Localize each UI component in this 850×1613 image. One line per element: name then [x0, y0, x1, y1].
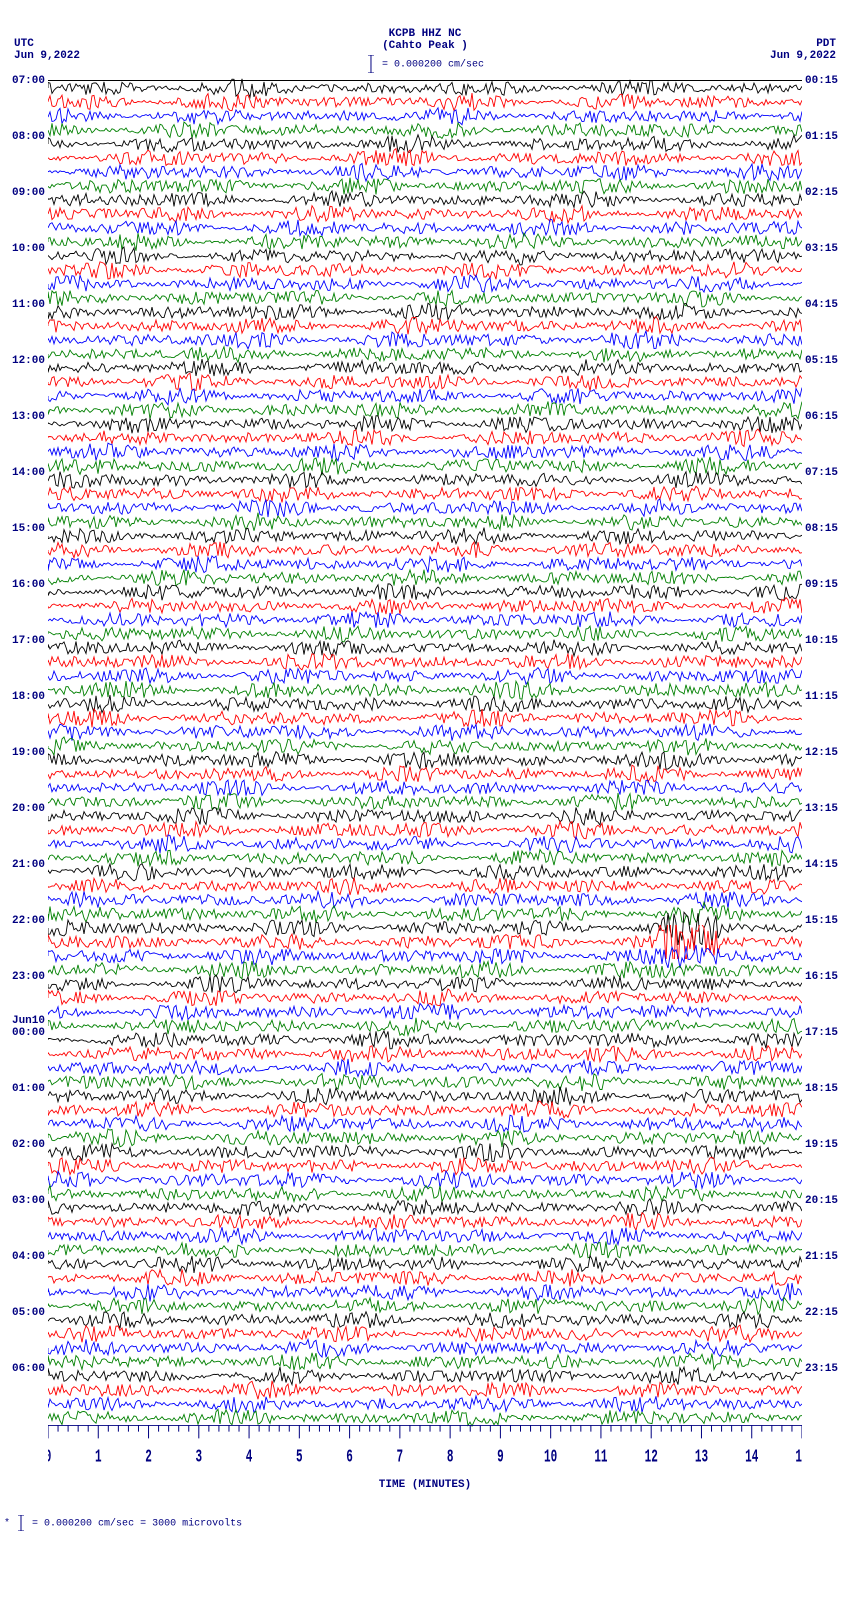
x-axis-ticks: 0123456789101112131415 — [48, 1425, 802, 1475]
x-tick-label: 13 — [695, 1446, 708, 1468]
utc-time-label: 07:00 — [12, 75, 48, 87]
utc-time-label: 06:00 — [12, 1363, 48, 1375]
tz-left-block: UTC Jun 9,2022 — [14, 38, 80, 62]
footer-scale-bar-icon — [16, 1515, 26, 1531]
pdt-time-label: 10:15 — [802, 635, 838, 647]
x-tick-label: 4 — [246, 1446, 253, 1468]
pdt-time-label: 18:15 — [802, 1083, 838, 1095]
x-tick-label: 8 — [447, 1446, 454, 1468]
utc-time-label: 03:00 — [12, 1195, 48, 1207]
utc-time-label: 02:00 — [12, 1139, 48, 1151]
trace-row — [48, 1411, 802, 1425]
pdt-time-label: 09:15 — [802, 579, 838, 591]
x-tick-label: 0 — [48, 1446, 51, 1468]
x-tick-label: 3 — [195, 1446, 202, 1468]
x-tick-label: 11 — [594, 1446, 607, 1468]
x-tick-label: 2 — [145, 1446, 152, 1468]
scale-text: = 0.000200 cm/sec — [382, 60, 484, 71]
utc-time-label: 12:00 — [12, 355, 48, 367]
pdt-time-label: 16:15 — [802, 971, 838, 983]
utc-time-label: 15:00 — [12, 523, 48, 535]
x-tick-label: 7 — [397, 1446, 404, 1468]
pdt-time-label: 21:15 — [802, 1251, 838, 1263]
footer-asterisk: * — [4, 1519, 10, 1530]
pdt-time-label: 02:15 — [802, 187, 838, 199]
utc-time-label: 10:00 — [12, 243, 48, 255]
tz-left: UTC — [14, 38, 80, 50]
footer: * = 0.000200 cm/sec = 3000 microvolts — [0, 1515, 850, 1531]
pdt-time-label: 23:15 — [802, 1363, 838, 1375]
x-tick-label: 9 — [497, 1446, 504, 1468]
utc-time-label: 23:00 — [12, 971, 48, 983]
title-block: KCPB HHZ NC (Cahto Peak ) = 0.000200 cm/… — [366, 28, 484, 73]
x-tick-label: 5 — [296, 1446, 303, 1468]
utc-time-label: 01:00 — [12, 1083, 48, 1095]
tz-right: PDT — [770, 38, 836, 50]
pdt-time-label: 20:15 — [802, 1195, 838, 1207]
pdt-time-label: 22:15 — [802, 1307, 838, 1319]
x-tick-label: 1 — [95, 1446, 102, 1468]
pdt-time-label: 07:15 — [802, 467, 838, 479]
pdt-time-label: 14:15 — [802, 859, 838, 871]
date-left: Jun 9,2022 — [14, 50, 80, 62]
x-tick-label: 12 — [645, 1446, 658, 1468]
pdt-time-label: 06:15 — [802, 411, 838, 423]
pdt-time-label: 04:15 — [802, 299, 838, 311]
utc-time-label: 19:00 — [12, 747, 48, 759]
pdt-time-label: 00:15 — [802, 75, 838, 87]
utc-time-label: 11:00 — [12, 299, 48, 311]
tz-right-block: PDT Jun 9,2022 — [770, 38, 836, 62]
pdt-time-label: 17:15 — [802, 1027, 838, 1039]
pdt-time-label: 03:15 — [802, 243, 838, 255]
utc-time-label: 18:00 — [12, 691, 48, 703]
utc-time-label: 20:00 — [12, 803, 48, 815]
footer-text: = 0.000200 cm/sec = 3000 microvolts — [32, 1519, 242, 1530]
day-marker: Jun10 — [12, 1015, 48, 1027]
date-right: Jun 9,2022 — [770, 50, 836, 62]
utc-time-label: 21:00 — [12, 859, 48, 871]
x-tick-label: 15 — [795, 1446, 802, 1468]
utc-time-label: 09:00 — [12, 187, 48, 199]
utc-time-label: 08:00 — [12, 131, 48, 143]
pdt-time-label: 19:15 — [802, 1139, 838, 1151]
utc-time-label: 04:00 — [12, 1251, 48, 1263]
x-axis: 0123456789101112131415 TIME (MINUTES) — [48, 1425, 802, 1475]
utc-time-label: 17:00 — [12, 635, 48, 647]
pdt-time-label: 05:15 — [802, 355, 838, 367]
pdt-time-label: 13:15 — [802, 803, 838, 815]
header: UTC Jun 9,2022 KCPB HHZ NC (Cahto Peak )… — [0, 0, 850, 80]
utc-time-label: 13:00 — [12, 411, 48, 423]
utc-time-label: 14:00 — [12, 467, 48, 479]
pdt-time-label: 12:15 — [802, 747, 838, 759]
utc-time-label: 16:00 — [12, 579, 48, 591]
utc-time-label: 00:00 — [12, 1027, 48, 1039]
pdt-time-label: 01:15 — [802, 131, 838, 143]
station-location: (Cahto Peak ) — [366, 40, 484, 52]
x-tick-label: 6 — [346, 1446, 353, 1468]
x-tick-label: 10 — [544, 1446, 557, 1468]
pdt-time-label: 08:15 — [802, 523, 838, 535]
x-axis-label: TIME (MINUTES) — [48, 1479, 802, 1491]
station-code: KCPB HHZ NC — [366, 28, 484, 40]
x-tick-label: 14 — [745, 1446, 758, 1468]
utc-time-label: 05:00 — [12, 1307, 48, 1319]
helicorder-plot: 07:0000:1508:0001:1509:0002:1510:0003:15… — [48, 80, 802, 1425]
pdt-time-label: 15:15 — [802, 915, 838, 927]
utc-time-label: 22:00 — [12, 915, 48, 927]
pdt-time-label: 11:15 — [802, 691, 838, 703]
